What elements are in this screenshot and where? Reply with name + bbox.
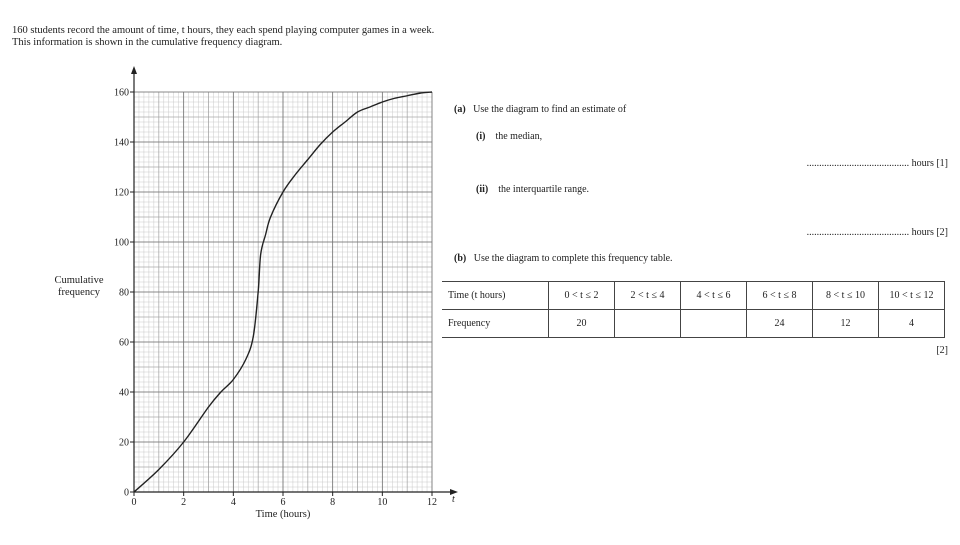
x-tick-label: 6 [281, 497, 286, 508]
x-axis-symbol: t [452, 494, 455, 505]
frequency-answer-cell-4-6[interactable] [680, 309, 747, 338]
y-tick-label: 20 [119, 438, 129, 449]
interval-cell: 0 < t ≤ 2 [548, 281, 615, 310]
frequency-answer-cell-2-4[interactable] [614, 309, 681, 338]
table-row-frequency: Frequency 20 24 12 4 [442, 309, 945, 338]
frequency-cell: 24 [746, 309, 813, 338]
interval-cell: 6 < t ≤ 8 [746, 281, 813, 310]
y-axis-label-line-1: Cumulative [54, 275, 104, 286]
x-tick-label: 2 [181, 497, 186, 508]
intro-text: 160 students record the amount of time, … [12, 25, 434, 49]
x-tick-label: 4 [231, 497, 236, 508]
x-axis-label: Time (hours) [256, 509, 311, 520]
mark-b: [2] [936, 345, 948, 356]
interval-cell: 8 < t ≤ 10 [812, 281, 879, 310]
frequency-cell: 20 [548, 309, 615, 338]
cumulative-frequency-chart: 0 2 4 6 8 10 12 0 20 40 60 80 100 120 140 160 Time (hour… [0, 0, 470, 540]
question-b-label: (b) [454, 253, 467, 264]
question-a-i-label: (i) [476, 131, 486, 142]
table-row-time: Time (t hours) 0 < t ≤ 2 2 < t ≤ 4 4 < t… [442, 281, 945, 310]
intro-line-1: 160 students record the amount of time, … [12, 25, 435, 36]
frequency-cell: 4 [878, 309, 945, 338]
x-tick-label: 10 [377, 497, 387, 508]
question-a-i: (i) the median, [476, 131, 542, 142]
y-axis-label-line-2: frequency [58, 287, 100, 298]
y-tick-label: 0 [124, 488, 129, 499]
x-tick-label: 0 [132, 497, 137, 508]
y-tick-label: 120 [114, 188, 129, 199]
question-a-ii: (ii) the interquartile range. [476, 184, 589, 195]
cumulative-frequency-curve [133, 91, 433, 493]
y-tick-label: 60 [119, 338, 129, 349]
question-a: (a) Use the diagram to find an estimate … [454, 104, 626, 115]
frequency-cell: 12 [812, 309, 879, 338]
question-a-label: (a) [454, 104, 466, 115]
y-tick-label: 100 [114, 238, 129, 249]
y-tick-label: 140 [114, 138, 129, 149]
interval-cell: 10 < t ≤ 12 [878, 281, 945, 310]
y-axis-label: Cumulative frequency [44, 275, 114, 299]
question-a-text: Use the diagram to find an estimate of [473, 104, 627, 115]
question-b: (b) Use the diagram to complete this fre… [454, 253, 673, 264]
y-tick-label: 40 [119, 388, 129, 399]
answer-line-median[interactable]: ........................................… [806, 158, 948, 169]
question-a-i-text: the median, [495, 131, 543, 142]
y-tick-label: 80 [119, 288, 129, 299]
question-a-ii-text: the interquartile range. [498, 184, 590, 195]
interval-cell: 2 < t ≤ 4 [614, 281, 681, 310]
frequency-header-cell: Frequency [442, 309, 549, 338]
y-tick-label: 160 [114, 88, 129, 99]
answer-line-iqr[interactable]: ........................................… [806, 227, 948, 238]
x-tick-label: 8 [330, 497, 335, 508]
y-axis-arrow [131, 66, 137, 74]
x-axis-arrow [450, 489, 458, 495]
x-tick-label: 12 [427, 497, 437, 508]
interval-cell: 4 < t ≤ 6 [680, 281, 747, 310]
frequency-table: Time (t hours) 0 < t ≤ 2 2 < t ≤ 4 4 < t… [442, 281, 945, 338]
question-a-ii-label: (ii) [476, 184, 489, 195]
question-b-text: Use the diagram to complete this frequen… [473, 253, 673, 264]
time-header-cell: Time (t hours) [442, 281, 549, 310]
intro-line-2: This information is shown in the cumulat… [12, 37, 283, 48]
